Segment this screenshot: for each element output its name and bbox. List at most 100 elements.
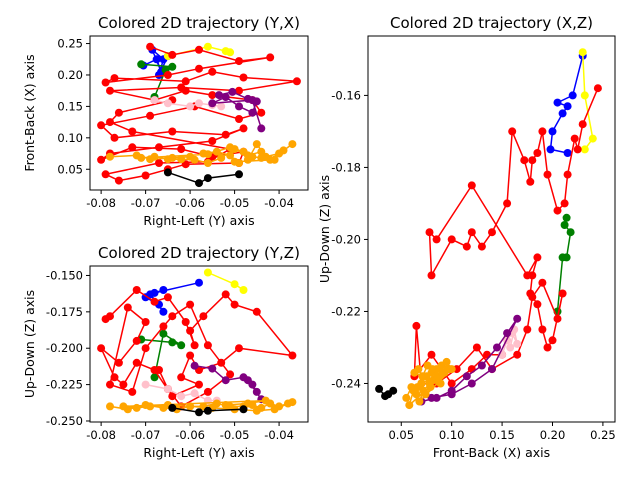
plot-area [97,268,297,417]
y-tick-label: -0.18 [331,160,361,174]
data-point [493,343,501,352]
y-axis-label: Front-Back (X) axis [22,54,37,171]
x-tick-label: -0.06 [175,428,205,442]
data-point [447,379,456,388]
data-point [155,143,163,152]
data-point [553,206,562,215]
data-point [208,137,217,145]
data-point [128,127,137,136]
subplot-2: -0.08 -0.07 -0.06 -0.05 -0.04 -0.150 -0.175 -0.… [22,244,309,460]
data-point [132,403,141,412]
data-point [235,115,243,123]
data-point [513,314,522,323]
data-point [203,159,212,167]
data-point [432,235,441,244]
data-point [257,153,266,162]
series-line-3 [99,45,298,182]
data-point [528,156,537,165]
y-tick-label: -0.200 [46,341,83,355]
data-point [538,325,547,334]
data-point [217,153,226,162]
data-point [226,370,235,379]
y-tick-label: -0.250 [46,414,83,428]
data-point [141,344,150,353]
data-point [412,321,421,330]
data-point [562,213,571,222]
data-point [208,91,217,100]
data-point [462,372,471,381]
data-point [560,199,569,208]
chart-title: Colored 2D trajectory (Y,X) [98,14,300,32]
y-axis-label: Up-Down (Z) axis [22,290,37,398]
data-point [228,87,237,96]
data-point [132,336,141,345]
data-point [578,48,587,57]
data-point [248,96,257,105]
chart-title: Colored 2D trajectory (X,Z) [390,14,593,32]
data-point [573,145,582,154]
data-point [226,48,235,57]
data-point [177,341,186,350]
data-point [152,55,161,64]
data-point [141,380,150,389]
data-point [477,361,486,370]
data-point [230,300,239,309]
data-point [163,99,172,108]
data-point [146,402,155,411]
x-tick-label: -0.04 [264,196,294,210]
data-point [119,380,128,389]
data-point [483,350,491,359]
data-point [212,147,221,156]
x-tick-label: -0.08 [86,428,116,442]
data-point [141,318,150,326]
data-point [203,341,212,350]
data-point [503,199,512,208]
x-tick-label: 0.25 [590,428,616,442]
series-line-1 [207,271,244,291]
data-point [235,344,243,353]
data-point [402,393,411,402]
data-point [560,221,569,229]
data-point [181,77,190,86]
data-point [114,358,123,367]
data-point [203,406,212,415]
data-point [114,176,123,185]
y-tick-label: -0.22 [331,304,361,318]
data-point [580,145,589,154]
data-point [217,102,226,111]
data-point [190,389,199,398]
data-point [235,170,243,179]
data-point [137,60,146,69]
data-point [221,376,230,385]
data-point [558,109,567,118]
data-point [436,379,445,388]
y-tick-label: -0.24 [331,376,361,390]
data-point [186,402,195,411]
data-point [203,268,212,277]
data-point [114,108,123,117]
data-point [467,228,476,237]
data-point [288,351,297,360]
data-point [146,290,155,299]
y-tick-label: 0.15 [57,99,83,113]
data-point [523,325,532,334]
data-point [195,380,203,389]
data-point [270,405,279,414]
data-point [119,402,128,411]
data-point [168,62,177,71]
data-point [221,93,230,101]
data-point [137,153,146,162]
data-point [106,380,114,389]
data-point [477,242,486,251]
data-point [288,140,297,149]
data-point [163,293,172,302]
data-point [526,177,535,186]
data-point [593,84,602,93]
data-point [150,297,159,306]
data-point [508,127,517,136]
data-point [558,253,567,262]
data-point [97,155,106,164]
data-point [375,384,384,393]
data-point [203,387,212,396]
